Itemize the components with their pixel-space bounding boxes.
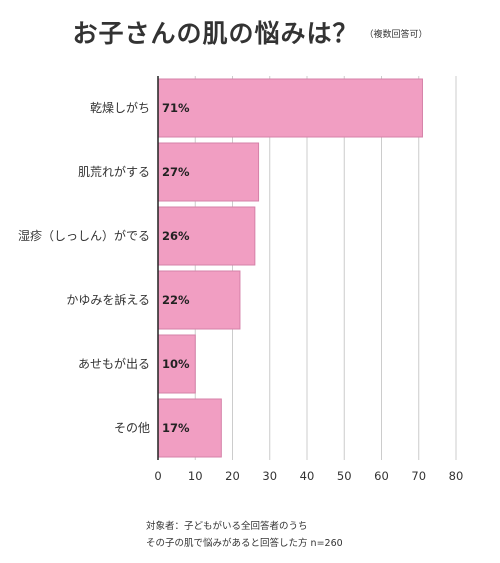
bar	[157, 334, 196, 394]
category-label: 湿疹（しっしん）がでる	[18, 228, 150, 243]
x-tick-label: 80	[449, 469, 464, 483]
footnote: 対象者：子どもがいる全回答者のうち その子の肌で悩みがあると回答した方 n=26…	[146, 518, 343, 552]
bar-value-label: 71%	[162, 101, 190, 115]
bar-chart: 71% 乾燥しがち 27% 肌荒れがする 26% 湿疹（しっしん）がでる 22% かゆみを訴え…	[18, 76, 463, 483]
x-tick-label: 60	[374, 469, 389, 483]
bar-value-label: 22%	[162, 293, 190, 307]
footnote-line-2-text: その子の肌で悩みがあると回答した方	[146, 538, 308, 549]
bar-value-label: 27%	[162, 165, 190, 179]
sample-size: n=260	[310, 538, 343, 549]
bar-layer	[157, 78, 423, 458]
footnote-line-1: 対象者：子どもがいる全回答者のうち	[146, 521, 308, 532]
bar-value-label: 17%	[162, 421, 190, 435]
x-tick-label: 0	[154, 469, 161, 483]
category-label: その他	[114, 421, 150, 435]
category-label: 肌荒れがする	[78, 164, 150, 179]
chart-title-note: （複数回答可）	[364, 30, 428, 40]
bar-value-label: 10%	[162, 357, 190, 371]
bar	[157, 206, 256, 266]
axis-layer: 0 10 20 30 40 50 60 70 80	[154, 76, 463, 483]
label-layer: 71% 乾燥しがち 27% 肌荒れがする 26% 湿疹（しっしん）がでる 22% かゆみを訴え…	[18, 100, 190, 435]
bar	[157, 78, 423, 138]
bar-value-label: 26%	[162, 229, 190, 243]
x-tick-label: 30	[262, 469, 277, 483]
grid-layer	[194, 76, 457, 460]
bar	[157, 398, 222, 458]
category-label: あせもが出る	[78, 356, 150, 371]
chart-title: お子さんの肌の悩みは？	[72, 19, 359, 48]
x-tick-label: 70	[411, 469, 426, 483]
bar	[157, 142, 260, 202]
x-tick-label: 20	[225, 469, 240, 483]
category-label: かゆみを訴える	[66, 292, 150, 307]
footnote-line-2: その子の肌で悩みがあると回答した方 n=260	[146, 535, 343, 552]
category-label: 乾燥しがち	[90, 100, 150, 115]
title-row: お子さんの肌の悩みは？ （複数回答可）	[0, 14, 500, 50]
x-tick-label: 10	[188, 469, 203, 483]
x-tick-label: 40	[300, 469, 315, 483]
x-tick-label: 50	[337, 469, 352, 483]
